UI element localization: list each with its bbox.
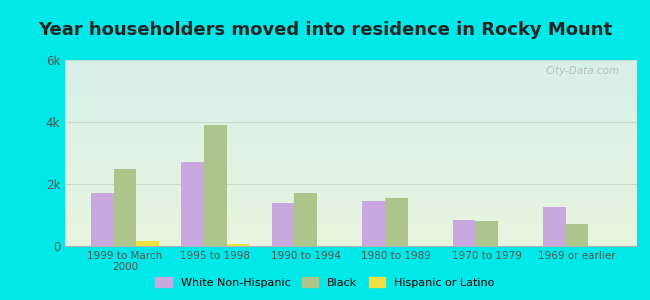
Bar [114, 169, 136, 246]
Bar [294, 193, 317, 246]
Text: City-Data.com: City-Data.com [546, 66, 620, 76]
Bar [543, 207, 566, 246]
Bar [227, 244, 249, 246]
Bar [181, 162, 204, 246]
Bar [475, 221, 498, 246]
Bar [204, 125, 227, 246]
Bar [91, 193, 114, 246]
Bar [272, 202, 294, 246]
Bar [362, 201, 385, 246]
Bar [136, 241, 159, 246]
Bar [385, 198, 408, 246]
Bar [566, 224, 588, 246]
Bar [453, 220, 475, 246]
Legend: White Non-Hispanic, Black, Hispanic or Latino: White Non-Hispanic, Black, Hispanic or L… [152, 274, 498, 291]
Text: Year householders moved into residence in Rocky Mount: Year householders moved into residence i… [38, 21, 612, 39]
